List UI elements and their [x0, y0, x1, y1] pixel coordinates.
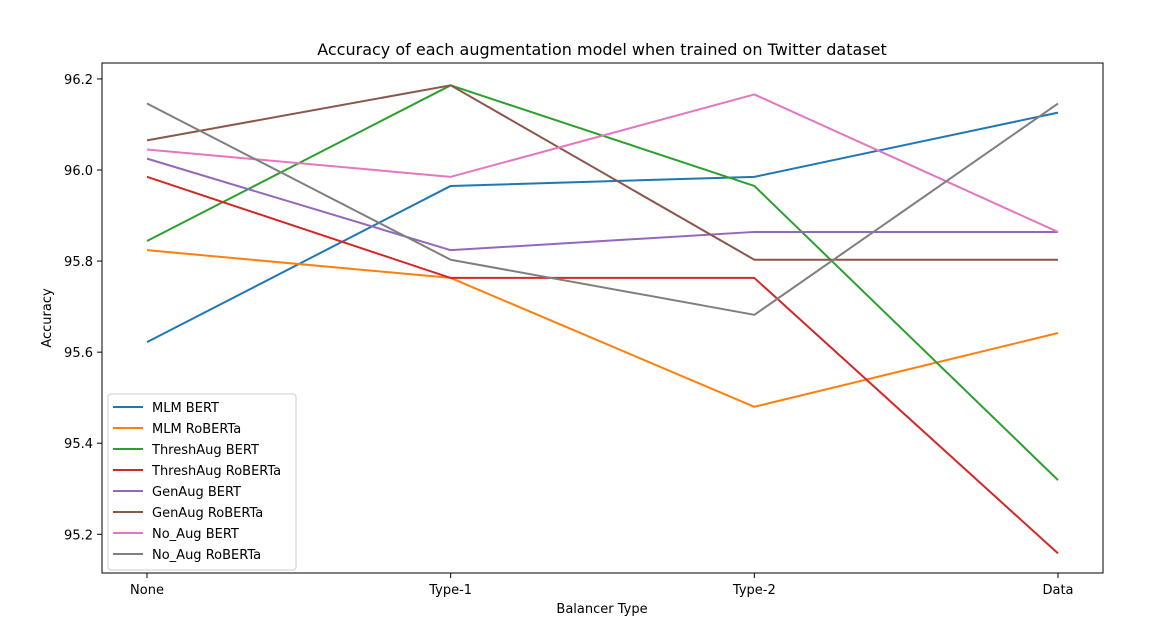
- y-tick-label: 95.6: [64, 346, 93, 361]
- legend-label: GenAug BERT: [152, 485, 241, 500]
- series-line-no-aug-roberta: [146, 102, 1059, 316]
- legend-label: MLM RoBERTa: [152, 422, 241, 437]
- y-axis-label: Accuracy: [40, 288, 55, 348]
- series-line-mlm-bert: [146, 111, 1059, 344]
- y-tick-label: 96.0: [64, 164, 93, 179]
- y-tick-label: 96.2: [64, 73, 93, 88]
- y-tick-label: 95.4: [64, 437, 93, 452]
- legend-label: ThreshAug RoBERTa: [151, 464, 281, 479]
- legend-label: MLM BERT: [152, 401, 219, 416]
- y-axis: 95.2 95.4 95.6 95.8 96.0 96.2: [64, 73, 102, 543]
- legend: MLM BERT MLM RoBERTa ThreshAug BERT ThreshA…: [107, 393, 297, 571]
- chart-title: Accuracy of each augmentation model when…: [317, 40, 887, 59]
- series-line-threshaug-roberta: [146, 175, 1059, 555]
- legend-label: No_Aug BERT: [152, 527, 239, 542]
- series-line-genaug-roberta: [146, 84, 1058, 261]
- x-tick-label: Type-1: [428, 583, 472, 598]
- plot-frame: [101, 62, 1104, 574]
- x-tick-label: None: [130, 583, 164, 598]
- legend-box: [107, 393, 297, 571]
- y-tick-label: 95.2: [64, 528, 93, 543]
- x-tick-label: Data: [1042, 583, 1073, 598]
- x-tick-label: Type-2: [732, 583, 776, 598]
- legend-label: No_Aug RoBERTa: [152, 548, 261, 563]
- series-line-no-aug-bert: [146, 93, 1059, 233]
- series-line-genaug-bert: [146, 157, 1058, 252]
- series-layer: [146, 84, 1059, 555]
- x-axis: None Type-1 Type-2 Data: [130, 573, 1074, 598]
- x-axis-label: Balancer Type: [556, 602, 647, 617]
- legend-label: GenAug RoBERTa: [152, 506, 263, 521]
- series-line-mlm-roberta: [146, 249, 1059, 408]
- legend-label: ThreshAug BERT: [151, 443, 259, 458]
- y-tick-label: 95.8: [64, 255, 93, 270]
